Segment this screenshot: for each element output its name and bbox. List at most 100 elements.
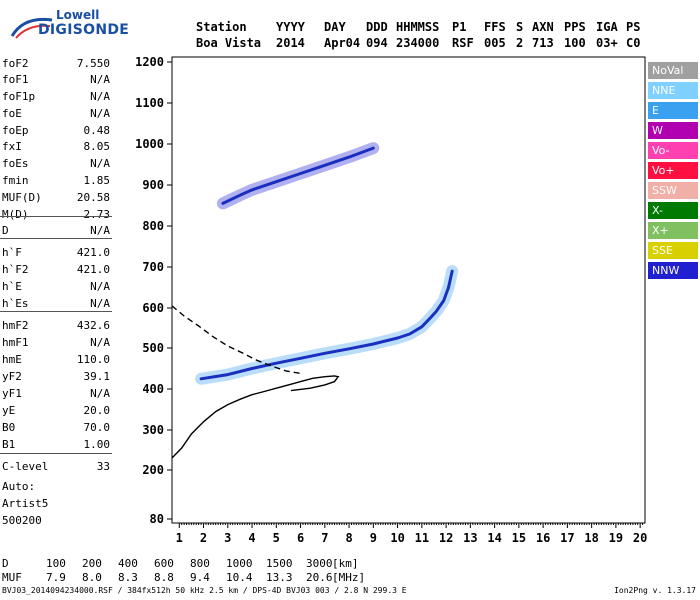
param-row: M(D) 2.73: [2, 207, 110, 223]
digisonde-logo: Lowell DIGISONDE: [8, 6, 168, 44]
param-row: h`E N/A: [2, 279, 110, 295]
header-value: 005: [484, 36, 506, 50]
param-value: 110.0: [76, 353, 110, 366]
param-name: C-level: [2, 460, 49, 473]
legend-item: E: [648, 102, 698, 119]
param-name: hmF2: [2, 319, 29, 332]
param-name: fmin: [2, 174, 29, 187]
param-separator: [0, 311, 112, 312]
param-value: N/A: [90, 107, 110, 120]
plot-frame: [171, 56, 646, 524]
param-value: 33: [96, 460, 110, 473]
electron-density-profile: [171, 375, 340, 459]
param-name: B1: [2, 438, 16, 451]
y-tick-label: 1000: [135, 137, 164, 151]
logo-line1: Lowell: [56, 8, 100, 22]
row-value: 200: [82, 557, 102, 570]
param-row: C-level 33: [2, 459, 110, 475]
param-row: B0 70.0: [2, 420, 110, 436]
param-name: foEs: [2, 157, 29, 170]
header-value: 2014: [276, 36, 305, 50]
param-row: fmin 1.85: [2, 173, 110, 189]
param-name: hmF1: [2, 336, 29, 349]
param-name: h`E: [2, 280, 22, 293]
param-value: N/A: [90, 297, 110, 310]
param-name: h`Es: [2, 297, 29, 310]
y-tick-label: 700: [142, 260, 164, 274]
header-label: PS: [626, 20, 641, 34]
row-value: 100: [46, 557, 66, 570]
x-tick-label: 17: [560, 531, 574, 545]
param-value: 2.73: [83, 208, 111, 221]
version-footer: Ion2Png v. 1.3.17: [614, 586, 696, 595]
echo-trace-band: [195, 265, 459, 385]
param-row: foF1 N/A: [2, 72, 110, 88]
row-value: 8.0: [82, 571, 102, 584]
x-tick-label: 10: [390, 531, 404, 545]
header-value: 100: [564, 36, 586, 50]
legend-item: NNW: [648, 262, 698, 279]
param-row: foF2 7.550: [2, 56, 110, 72]
param-name: M(D): [2, 208, 29, 221]
header-value: Apr04: [324, 36, 361, 50]
param-row: MUF(D) 20.58: [2, 190, 110, 206]
x-tick-label: 3: [224, 531, 231, 545]
param-value: N/A: [90, 387, 110, 400]
x-tick-label: 6: [297, 531, 304, 545]
x-tick-label: 1: [176, 531, 183, 545]
legend-item: X-: [648, 202, 698, 219]
param-row: foF1p N/A: [2, 89, 110, 105]
param-name: B0: [2, 421, 16, 434]
y-tick-label: 800: [142, 219, 164, 233]
param-value: 20.58: [76, 191, 110, 204]
param-separator: [0, 238, 112, 239]
param-row: foEs N/A: [2, 156, 110, 172]
echo-trace: [199, 269, 454, 381]
param-name: h`F2: [2, 263, 29, 276]
header-value: RSF: [452, 36, 474, 50]
legend-item: SSE: [648, 242, 698, 259]
x-tick-label: 2: [200, 531, 207, 545]
row-value: 800: [190, 557, 210, 570]
row-value: 8.8: [154, 571, 174, 584]
autoscale-code: 500200: [2, 514, 42, 527]
param-value: 20.0: [83, 404, 111, 417]
param-name: D: [2, 224, 9, 237]
legend-item: Vo+: [648, 162, 698, 179]
x-tick-label: 18: [584, 531, 598, 545]
row-value: 8.3: [118, 571, 138, 584]
row-value: 600: [154, 557, 174, 570]
logo-swoosh-icon: [10, 17, 53, 39]
param-value: 421.0: [76, 246, 110, 259]
param-name: foF2: [2, 57, 29, 70]
header-value: 2: [516, 36, 524, 50]
param-value: 432.6: [76, 319, 110, 332]
row-value: 3000: [306, 557, 333, 570]
param-row: h`F 421.0: [2, 245, 110, 261]
param-row: fxI 8.05: [2, 139, 110, 155]
param-name: hmE: [2, 353, 22, 366]
param-name: fxI: [2, 140, 22, 153]
param-row: yF2 39.1: [2, 369, 110, 385]
header-label: P1: [452, 20, 467, 34]
param-row: hmF2 432.6: [2, 318, 110, 334]
x-tick-label: 19: [609, 531, 623, 545]
x-tick-label: 14: [487, 531, 501, 545]
header-label: DDD: [366, 20, 388, 34]
param-value: 8.05: [83, 140, 111, 153]
autoscale-artist: Artist5: [2, 497, 49, 510]
param-name: foF1: [2, 73, 29, 86]
param-name: yF2: [2, 370, 22, 383]
x-tick-label: 7: [321, 531, 328, 545]
header-label: S: [516, 20, 524, 34]
row-value: 7.9: [46, 571, 66, 584]
legend-item: NNE: [648, 82, 698, 99]
header-label: DAY: [324, 20, 346, 34]
legend-item: Vo-: [648, 142, 698, 159]
row-value: 1500: [266, 557, 293, 570]
param-row: hmE 110.0: [2, 352, 110, 368]
row-value: 10.4: [226, 571, 253, 584]
param-value: 421.0: [76, 263, 110, 276]
x-tick-label: 11: [415, 531, 429, 545]
param-value: N/A: [90, 90, 110, 103]
